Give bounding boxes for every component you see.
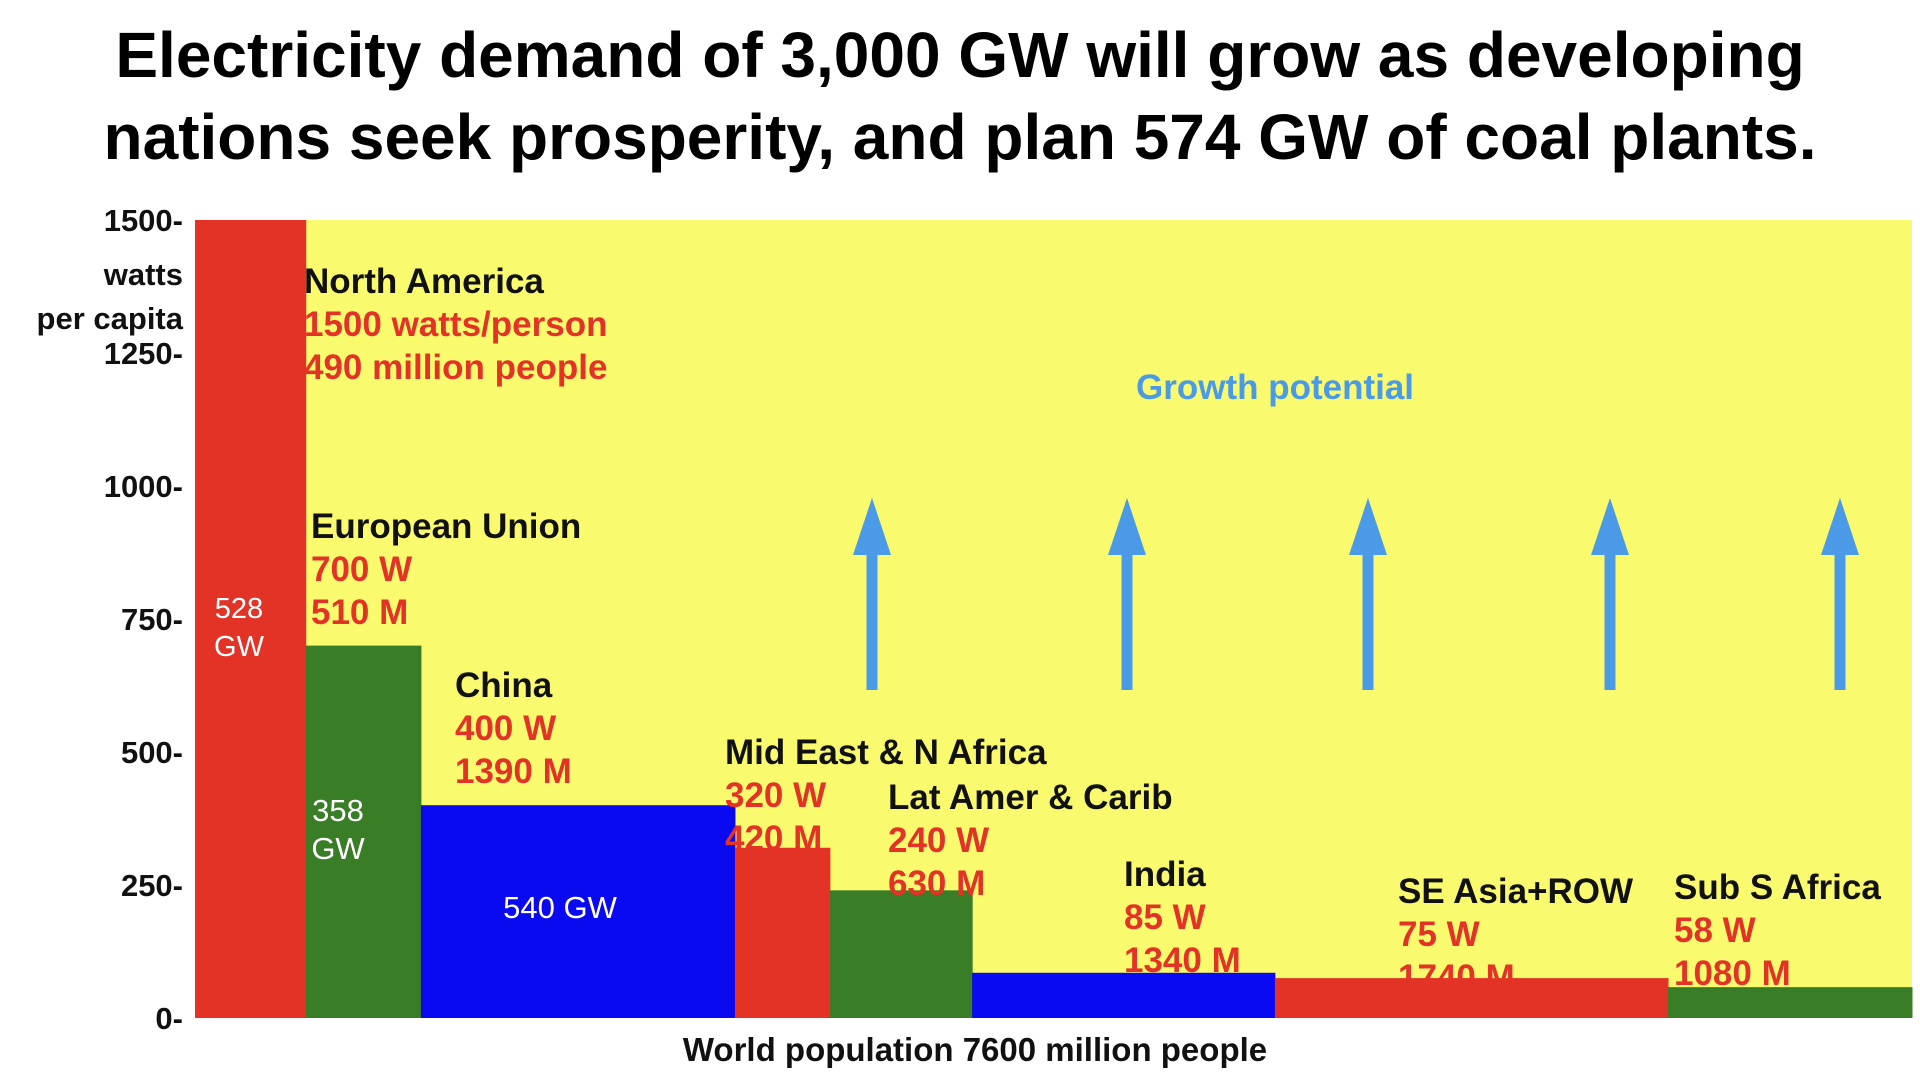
region-name: SE Asia+ROW	[1398, 872, 1634, 911]
region-label-china: China 400 W 1390 M	[455, 664, 572, 793]
y-tick-label: 500-	[121, 735, 183, 770]
region-population: 490 million people	[304, 348, 608, 387]
region-population: 420 M	[725, 819, 823, 858]
y-tick-label: 750-	[121, 602, 183, 637]
bar-gw-label-european-union: 358 GW	[311, 793, 365, 866]
y-tick-label: 0-	[155, 1001, 183, 1036]
region-name: European Union	[311, 507, 582, 546]
region-population: 1390 M	[455, 752, 572, 791]
region-population: 1080 M	[1674, 954, 1791, 993]
region-population: 1740 M	[1398, 958, 1515, 997]
title-line-2: nations seek prosperity, and plan 574 GW…	[103, 101, 1817, 173]
region-name: Mid East & N Africa	[725, 733, 1047, 772]
region-watts: 320 W	[725, 776, 827, 815]
region-watts: 400 W	[455, 709, 557, 748]
region-name: North America	[304, 262, 544, 301]
growth-arrow-head-3	[1591, 498, 1629, 555]
region-label-north-america: North America 1500 watts/person 490 mill…	[304, 260, 607, 389]
bar-gw-label-north-america: 528 GW	[214, 593, 264, 663]
bar-4	[829, 890, 973, 1018]
bar-6	[1274, 978, 1669, 1018]
y-axis-label-line-2: per capita	[36, 301, 183, 336]
y-axis-label-line-1: watts	[103, 257, 183, 292]
y-tick-label: 1250-	[104, 336, 183, 371]
region-watts: 1500 watts/person	[304, 305, 608, 344]
region-population: 1340 M	[1124, 941, 1241, 980]
growth-arrow-head-4	[1821, 498, 1859, 555]
bar-gw-label-china: 540 GW	[503, 890, 617, 925]
y-tick-label: 1000-	[104, 469, 183, 504]
bar-1	[305, 645, 422, 1018]
region-watts: 75 W	[1398, 915, 1480, 954]
region-label-india: India 85 W 1340 M	[1124, 853, 1241, 982]
region-population: 510 M	[311, 593, 409, 632]
growth-potential-label: Growth potential	[1136, 368, 1415, 407]
region-label-lat-amer-carib: Lat Amer & Carib 240 W 630 M	[888, 776, 1173, 905]
region-label-se-asia-row: SE Asia+ROW 75 W 1740 M	[1398, 870, 1633, 999]
x-axis-label: World population 7600 million people	[682, 1031, 1268, 1068]
region-label-mid-east-n-africa: Mid East & N Africa 320 W 420 M	[725, 731, 1047, 860]
growth-arrow-head-0	[853, 498, 891, 555]
region-watts: 240 W	[888, 821, 990, 860]
growth-arrow-head-1	[1108, 498, 1146, 555]
y-tick-label: 250-	[121, 868, 183, 903]
region-label-european-union: European Union 700 W 510 M	[311, 505, 581, 634]
bar-7	[1668, 987, 1913, 1018]
bar-3	[734, 847, 831, 1018]
bar-0	[195, 220, 307, 1018]
region-name: Sub S Africa	[1674, 868, 1881, 907]
chart-title: Electricity demand of 3,000 GW will grow…	[0, 14, 1920, 178]
bar-5	[972, 972, 1276, 1018]
growth-arrow-head-2	[1349, 498, 1387, 555]
region-population: 630 M	[888, 864, 986, 903]
region-watts: 700 W	[311, 550, 413, 589]
region-watts: 85 W	[1124, 898, 1206, 937]
region-name: China	[455, 666, 553, 705]
bar-2	[420, 805, 736, 1018]
region-watts: 58 W	[1674, 911, 1756, 950]
region-name: India	[1124, 855, 1206, 894]
y-tick-label: 1500-	[104, 203, 183, 238]
region-label-sub-s-africa: Sub S Africa 58 W 1080 M	[1674, 866, 1881, 995]
title-line-1: Electricity demand of 3,000 GW will grow…	[115, 19, 1805, 91]
region-name: Lat Amer & Carib	[888, 778, 1173, 817]
